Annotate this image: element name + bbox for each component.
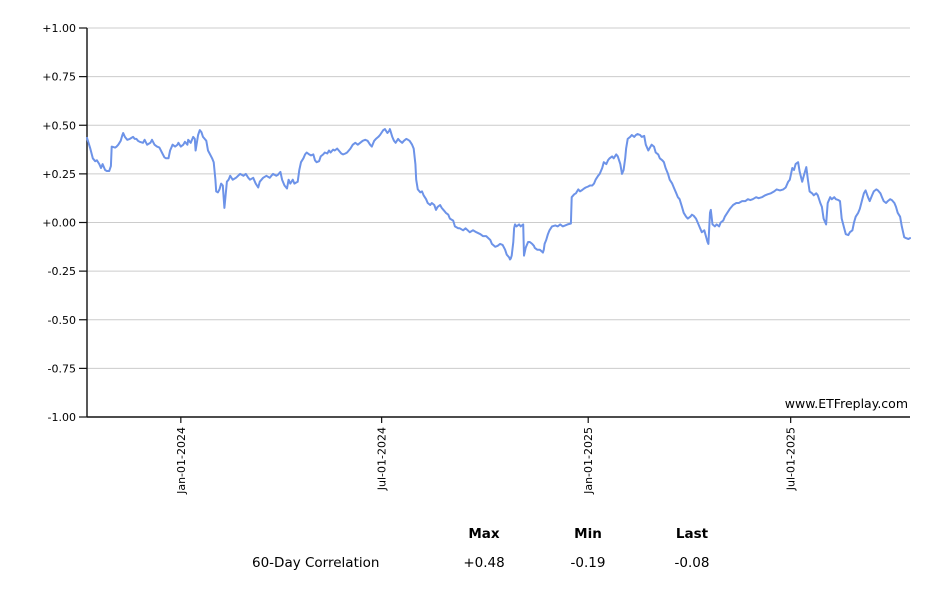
y-axis-tick-label: -0.50 — [48, 314, 76, 327]
correlation-line — [86, 128, 911, 261]
stats-header-min: Min — [574, 526, 602, 542]
stats-header-max: Max — [468, 526, 500, 542]
stats-table: Max Min Last 60-Day Correlation +0.48 -0… — [252, 527, 744, 570]
stats-row-label: 60-Day Correlation — [252, 555, 380, 571]
x-axis-tick-label: Jan-01-2025 — [582, 427, 595, 495]
x-axis-tick-label: Jan-01-2024 — [175, 427, 188, 495]
y-axis-tick-label: -0.25 — [48, 265, 76, 278]
y-axis-tick-label: +0.00 — [42, 217, 76, 230]
y-axis-tick-label: +0.25 — [42, 168, 76, 181]
x-axis-tick-label: Jul-01-2024 — [376, 427, 389, 491]
x-axis-tick-label: Jul-01-2025 — [785, 427, 798, 491]
stats-spacer — [252, 527, 432, 541]
stats-value-min: -0.19 — [570, 555, 606, 571]
etfreplay-watermark: www.ETFreplay.com — [784, 396, 908, 411]
y-axis-tick-label: +1.00 — [42, 22, 76, 35]
y-axis-tick-label: +0.75 — [42, 71, 76, 84]
y-axis-tick-label: -0.75 — [48, 362, 76, 375]
y-axis-tick-label: -1.00 — [48, 411, 76, 424]
stats-value-max: +0.48 — [463, 555, 505, 571]
y-axis-tick-label: +0.50 — [42, 119, 76, 132]
correlation-chart: +1.00 +0.75 +0.50 +0.25 +0.00 -0.25 -0.50 -0.75… — [42, 22, 911, 495]
stats-value-last: -0.08 — [674, 555, 710, 571]
stats-header-last: Last — [675, 526, 709, 542]
